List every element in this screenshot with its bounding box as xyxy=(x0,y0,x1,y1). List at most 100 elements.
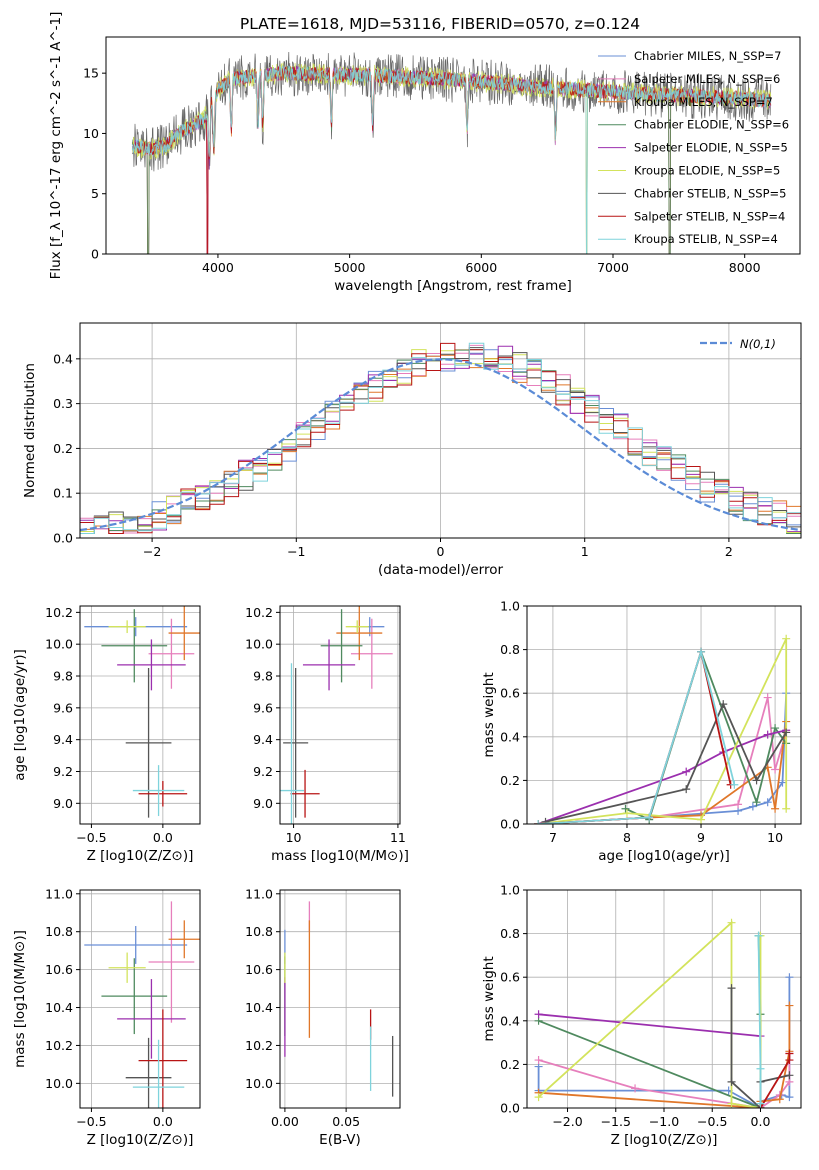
weight-marker xyxy=(541,817,550,824)
y-tick-label: 9.6 xyxy=(53,700,73,715)
x-tick-label: 2 xyxy=(725,544,733,559)
y-tick-label: 9.0 xyxy=(253,796,273,811)
y-tick-label: 9.6 xyxy=(253,700,273,715)
y-tick-label: 0.2 xyxy=(500,1057,520,1072)
weight-series-2 xyxy=(538,1005,791,1108)
y-tick-label: 0.8 xyxy=(500,642,520,657)
legend-label: Kroupa STELIB, N_SSP=4 xyxy=(634,232,778,246)
x-axis-label: (data-model)/error xyxy=(378,562,504,578)
weight-marker xyxy=(697,815,706,824)
spectrum-axes: 4000 5000 6000 7000 8000 0 5 10 15 xyxy=(83,66,761,275)
weight-marker xyxy=(785,1071,794,1080)
y-tick-label: 10.6 xyxy=(245,962,273,977)
age_vs_Z-points xyxy=(84,606,200,818)
normal-curve xyxy=(80,358,801,532)
mass_weight_vs_Z-frame xyxy=(526,889,802,1109)
mass_weight_vs_age-frame xyxy=(526,605,802,825)
y-axis-label: age [log10(age/yr)] xyxy=(12,649,28,781)
x-tick-label: 8000 xyxy=(729,260,761,275)
weight-marker xyxy=(775,1095,784,1104)
y-tick-label: 10.0 xyxy=(245,637,273,652)
y-tick-label: 0.2 xyxy=(53,441,73,456)
mass_vs_ebv-frame xyxy=(279,889,401,1109)
weight-marker xyxy=(534,1010,543,1019)
mass_vs_Z-points xyxy=(84,901,200,1108)
y-tick-label: 10.0 xyxy=(245,1076,273,1091)
weight-marker xyxy=(756,1099,765,1108)
y-tick-label: 1.0 xyxy=(500,599,520,614)
x-tick-label: 11 xyxy=(390,830,406,845)
age_vs_Z-axes: −0.5 0.0 9.0 9.2 9.4 9.6 9.8 10.0 10.2 xyxy=(45,605,200,845)
weight-marker xyxy=(534,820,543,824)
weight-marker xyxy=(682,785,691,794)
y-tick-label: 0.4 xyxy=(500,729,520,744)
x-tick-label: 1 xyxy=(581,544,589,559)
y-tick-label: 15 xyxy=(83,66,99,81)
y-tick-label: 0.8 xyxy=(500,926,520,941)
spectrum-legend: Chabrier MILES, N_SSP=7 Salpeter MILES, N… xyxy=(598,49,789,246)
weight-marker xyxy=(754,931,763,940)
x-tick-label: 8 xyxy=(623,830,631,845)
age_vs_mass-frame xyxy=(279,605,401,825)
x-tick-label: 10 xyxy=(767,830,783,845)
y-axis-label: mass [log10(M/M⊙)] xyxy=(12,930,28,1068)
weight-marker xyxy=(763,798,772,807)
y-tick-label: 0.0 xyxy=(500,1101,520,1116)
weight-marker xyxy=(763,730,772,739)
legend-label: Kroupa ELODIE, N_SSP=5 xyxy=(634,164,780,178)
mass_vs_Z-axes: −0.5 0.0 10.0 10.2 10.4 10.6 10.8 11.0 xyxy=(45,886,200,1129)
x-tick-label: 0.00 xyxy=(271,1114,299,1129)
y-tick-label: 0.6 xyxy=(500,686,520,701)
x-tick-label: 6000 xyxy=(465,260,497,275)
spectrum-lines xyxy=(131,51,772,254)
mass_weight_vs_age-axes: 7 8 9 10 0.0 0.2 0.4 0.6 0.8 1.0 xyxy=(500,599,801,845)
weight-series-8 xyxy=(538,648,736,824)
weight-marker xyxy=(534,1093,543,1102)
x-tick-label: −0.5 xyxy=(76,830,106,845)
y-tick-label: 9.8 xyxy=(253,669,273,684)
x-tick-label: −2 xyxy=(143,544,161,559)
x-tick-label: 5000 xyxy=(334,260,366,275)
mass_vs_ebv-points xyxy=(284,901,394,1097)
weight-marker xyxy=(719,700,728,709)
x-axis-label: Z [log10(Z/Z⊙)] xyxy=(611,1132,718,1148)
weight-marker xyxy=(730,780,739,789)
y-tick-label: 10.8 xyxy=(245,924,273,939)
weight-marker xyxy=(785,1093,794,1102)
y-tick-label: 10.6 xyxy=(45,962,73,977)
weight-marker xyxy=(782,804,791,813)
legend-label: Chabrier ELODIE, N_SSP=6 xyxy=(634,118,789,132)
weight-series-7 xyxy=(538,648,732,824)
x-tick-label: 10 xyxy=(286,830,302,845)
legend-label: N(0,1) xyxy=(740,337,776,351)
legend-label: Salpeter ELODIE, N_SSP=5 xyxy=(634,141,788,155)
x-tick-label: −1 xyxy=(287,544,305,559)
weight-marker xyxy=(682,767,691,776)
y-tick-label: 10.0 xyxy=(45,637,73,652)
y-tick-label: 11.0 xyxy=(45,886,73,901)
legend-label: Salpeter MILES, N_SSP=6 xyxy=(634,72,780,86)
age_vs_Z-frame xyxy=(79,605,201,825)
y-tick-label: 0.0 xyxy=(53,531,73,546)
weight-marker xyxy=(534,1056,543,1065)
legend-label: Salpeter STELIB, N_SSP=4 xyxy=(634,209,785,223)
spectrum-frame xyxy=(105,36,801,255)
y-tick-label: 10 xyxy=(83,126,99,141)
mass_weight_vs_Z-axes: −2.0 −1.5 −1.0 −0.5 0.0 0.0 0.2 0.4 0.6 0.8 1.0 xyxy=(500,883,801,1129)
weight-marker xyxy=(782,634,791,643)
weight-marker xyxy=(734,800,743,809)
y-tick-label: 10.4 xyxy=(45,1000,73,1015)
y-tick-label: 1.0 xyxy=(500,883,520,898)
x-tick-label: 0.0 xyxy=(751,1114,771,1129)
weight-series-6 xyxy=(730,988,790,1108)
x-tick-label: −0.5 xyxy=(76,1114,106,1129)
histograms xyxy=(80,342,801,534)
x-tick-label: −1.0 xyxy=(649,1114,679,1129)
weight-marker xyxy=(697,647,706,656)
x-tick-label: 0.05 xyxy=(332,1114,360,1129)
x-tick-label: −0.5 xyxy=(697,1114,727,1129)
mass_vs_ebv-axes: 0.00 0.05 10.0 10.2 10.4 10.6 10.8 11.0 xyxy=(245,886,400,1129)
y-tick-label: 0.4 xyxy=(500,1013,520,1028)
y-tick-label: 5 xyxy=(91,186,99,201)
